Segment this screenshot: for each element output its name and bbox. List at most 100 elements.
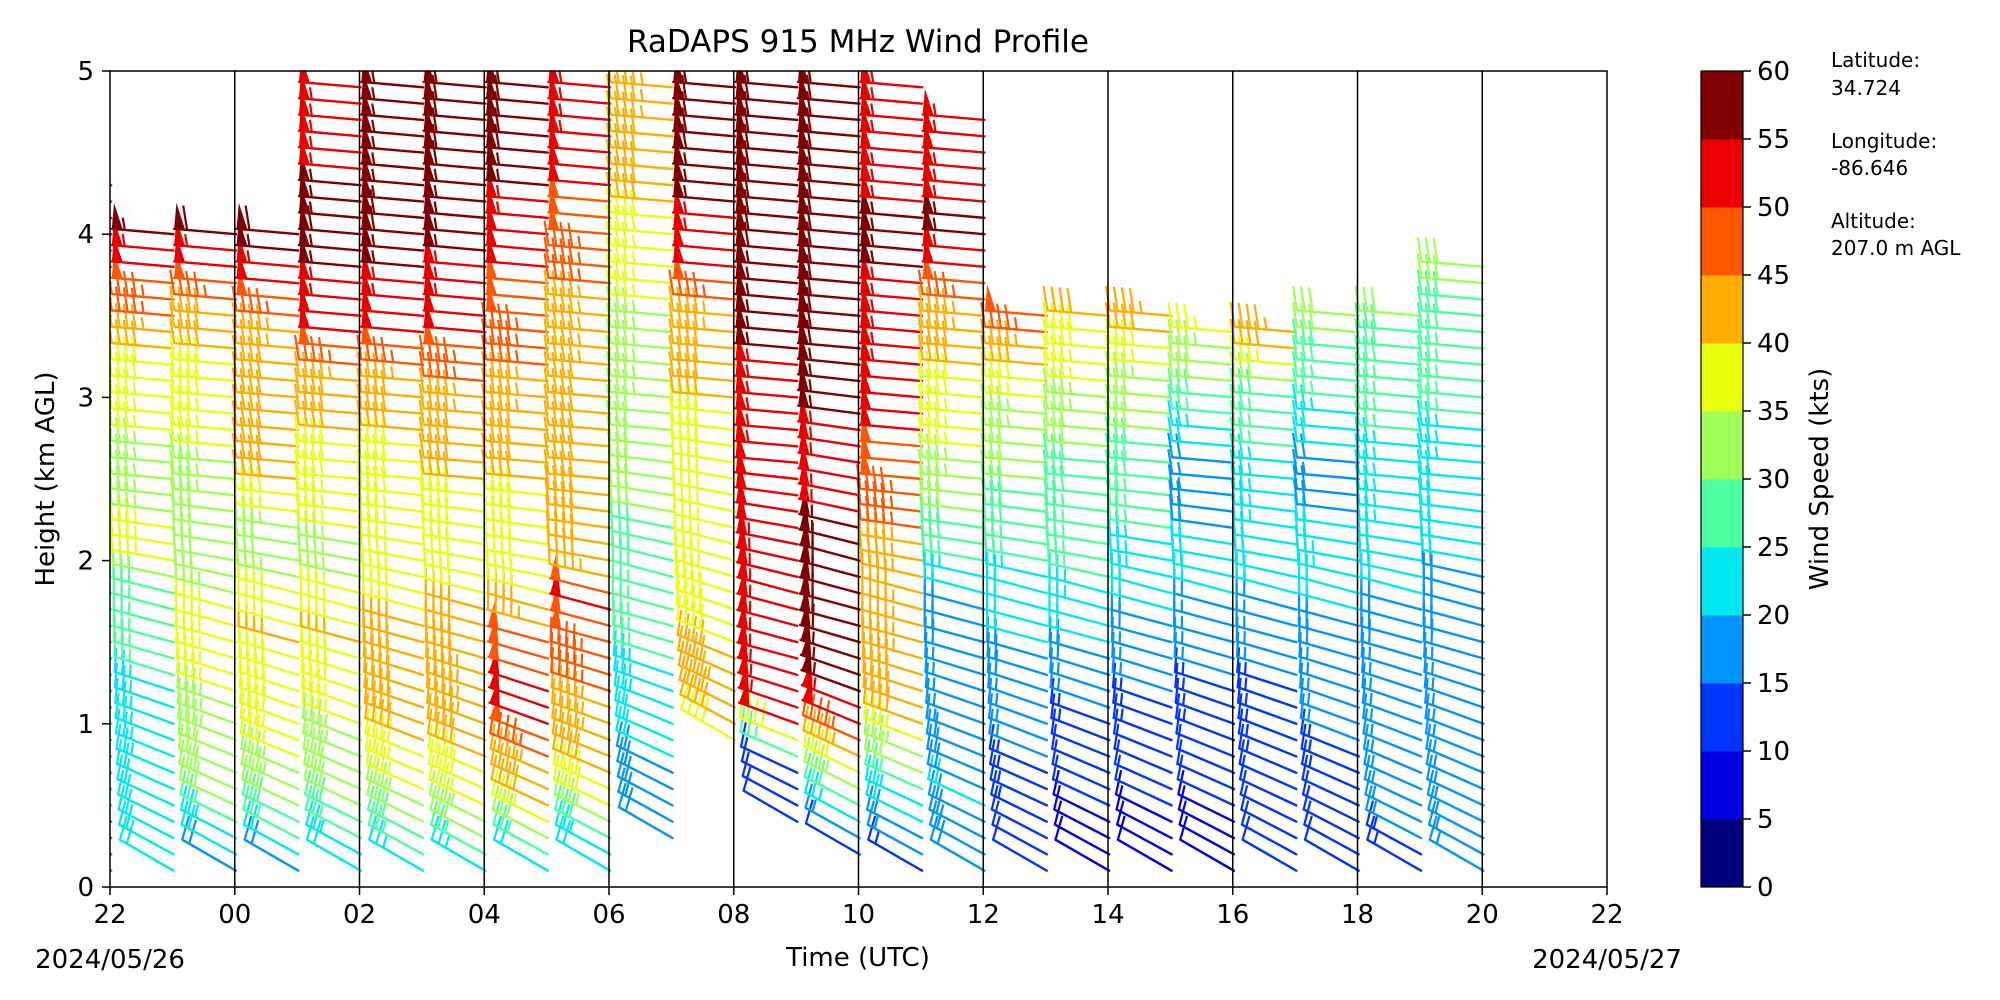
barb-feather <box>241 511 247 536</box>
barb-feather <box>816 712 824 738</box>
barb-staff <box>796 113 861 122</box>
wind-barb <box>1104 416 1173 448</box>
barb-half-feather <box>433 266 438 280</box>
barb-staff <box>172 390 238 399</box>
wind-barb <box>418 351 487 383</box>
barb-half-feather <box>577 284 582 298</box>
barb-staff <box>173 533 238 546</box>
barb-feather <box>684 352 691 378</box>
barb-feather <box>124 773 132 799</box>
barb-staff <box>112 577 175 595</box>
barb-feather <box>816 697 823 722</box>
colorbar-tick-label: 55 <box>1757 125 1790 155</box>
barb-half-feather <box>262 745 267 759</box>
wind-barb <box>547 170 612 203</box>
barb-half-feather <box>639 104 644 118</box>
barb-feather <box>434 727 441 752</box>
barb-staff <box>1358 374 1423 383</box>
wind-barb <box>862 662 924 709</box>
barb-feather <box>824 715 832 741</box>
wind-barb <box>926 739 986 791</box>
barb-feather <box>1416 285 1423 311</box>
wind-barb <box>117 785 175 840</box>
barb-half-feather <box>1005 398 1011 411</box>
wind-barb <box>481 367 550 399</box>
barb-half-feather <box>495 152 501 165</box>
barb-staff <box>174 624 238 644</box>
barb-staff <box>1238 747 1298 774</box>
wind-barb <box>671 72 737 105</box>
barb-staff <box>547 194 612 203</box>
barb-feather <box>489 465 496 490</box>
barb-staff <box>1359 575 1423 595</box>
wind-barb <box>1236 662 1298 709</box>
barb-half-feather <box>327 349 332 363</box>
barb-half-feather <box>256 804 262 818</box>
barb-feather <box>674 549 679 575</box>
barb-half-feather <box>683 168 688 182</box>
wind-barb <box>231 351 300 383</box>
barb-feather <box>1175 368 1182 393</box>
barb-feather <box>178 480 184 506</box>
barb-feather <box>442 369 449 395</box>
barb-feather <box>629 141 636 166</box>
barb-half-feather <box>1372 446 1377 459</box>
barb-staff <box>923 592 986 611</box>
wind-barb <box>859 447 924 481</box>
barb-feather <box>807 71 812 84</box>
barb-feather <box>676 368 683 393</box>
barb-feather <box>1175 433 1182 459</box>
wind-barb <box>1361 677 1423 725</box>
barb-half-feather <box>747 522 751 535</box>
wind-barb <box>859 104 924 138</box>
barb-staff <box>110 347 113 350</box>
barb-staff <box>113 670 175 693</box>
barb-half-feather <box>1372 397 1377 410</box>
barb-staff <box>1234 562 1298 579</box>
barb-flag <box>798 442 810 471</box>
barb-feather <box>443 482 449 508</box>
barb-staff <box>803 791 861 823</box>
wind-barb <box>300 662 362 709</box>
barb-staff <box>1298 670 1360 693</box>
barb-feather <box>363 662 368 688</box>
barb-staff <box>796 243 861 252</box>
barb-staff <box>609 469 674 481</box>
barb-staff <box>303 777 362 807</box>
barb-staff <box>1295 407 1360 415</box>
barb-half-feather <box>631 234 636 248</box>
barb-feather <box>1237 351 1244 377</box>
barb-staff <box>983 472 1049 481</box>
barb-half-feather <box>1371 770 1376 783</box>
barb-feather <box>177 286 184 312</box>
barb-feather <box>114 286 121 312</box>
barb-staff <box>921 341 986 350</box>
wind-barb <box>364 708 425 758</box>
barb-feather <box>301 433 308 459</box>
barb-feather <box>69 304 73 328</box>
barb-feather <box>567 761 575 787</box>
barb-feather <box>668 269 675 295</box>
barb-feather <box>441 714 448 740</box>
barb-staff <box>1303 823 1360 856</box>
barb-feather <box>504 320 512 346</box>
barb-half-feather <box>308 152 313 165</box>
barb-feather <box>668 367 675 393</box>
wind-barb <box>543 416 612 448</box>
barb-feather <box>1168 479 1174 505</box>
barb-feather <box>1416 432 1423 458</box>
barb-feather <box>560 773 569 799</box>
wind-barb <box>734 104 799 138</box>
wind-barb <box>1416 318 1485 350</box>
barb-staff <box>1420 341 1485 350</box>
barb-feather <box>69 272 73 296</box>
barb-feather <box>372 450 379 476</box>
barb-feather <box>743 205 750 231</box>
barb-half-feather <box>195 414 200 427</box>
barb-feather <box>1058 417 1065 443</box>
barb-feather <box>567 745 574 771</box>
barb-staff <box>363 716 425 742</box>
barb-feather <box>1416 400 1423 425</box>
wind-barb <box>481 432 550 464</box>
barb-half-feather <box>1263 317 1268 330</box>
